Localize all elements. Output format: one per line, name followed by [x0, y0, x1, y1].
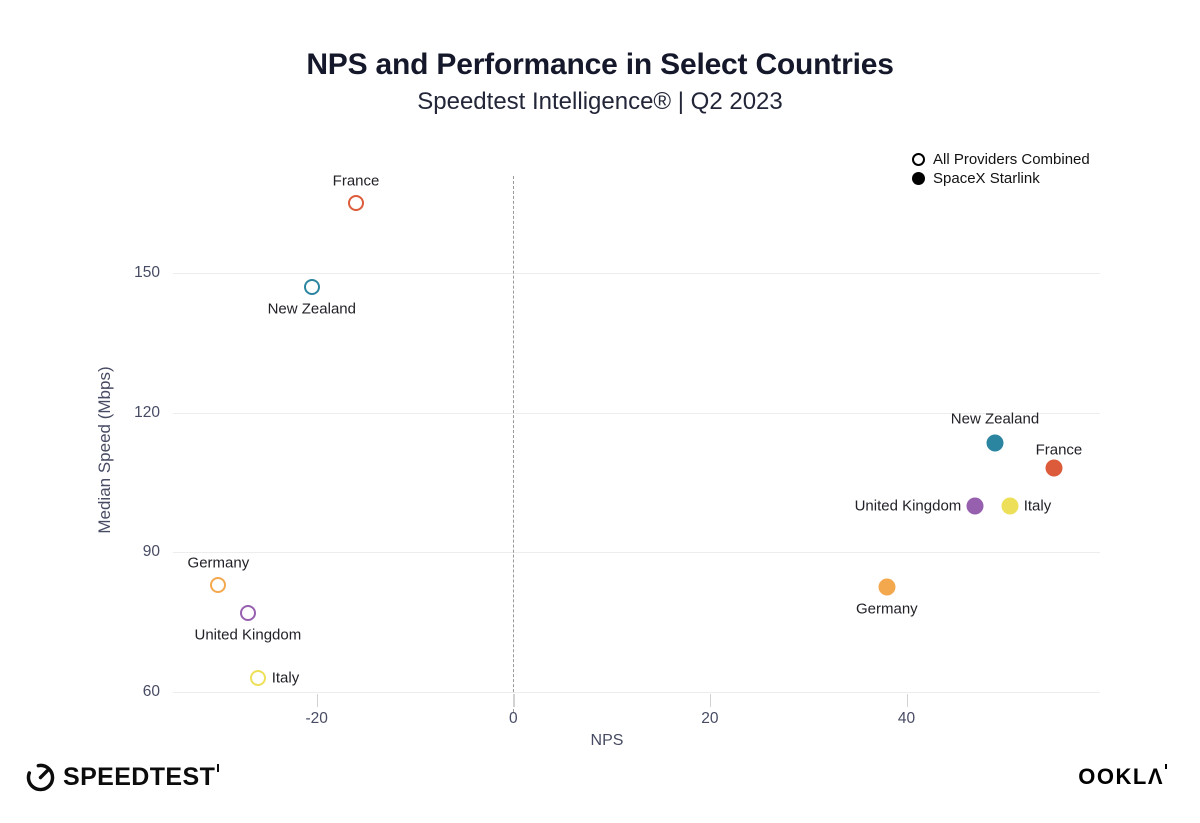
legend: All Providers Combined SpaceX Starlink: [912, 150, 1090, 188]
gauge-icon: [26, 763, 55, 792]
data-point-all-providers-combined-new-zealand[interactable]: [303, 278, 320, 295]
point-label-united-kingdom: United Kingdom: [194, 626, 302, 644]
open-circle-icon: [912, 153, 925, 166]
filled-circle-icon: [912, 172, 925, 185]
legend-item-all-providers: All Providers Combined: [912, 150, 1090, 169]
x-tick-mark-40: [906, 694, 908, 707]
y-tick-label-60: 60: [142, 682, 160, 700]
registered-mark-icon: [1165, 764, 1167, 769]
data-point-spacex-starlink-italy[interactable]: [1001, 497, 1019, 515]
gridline-y-60: [173, 691, 1100, 693]
x-tick-label-0: 0: [508, 710, 518, 727]
y-tick-label-120: 120: [134, 403, 160, 421]
gridline-y-150: [173, 273, 1100, 274]
data-point-all-providers-combined-italy[interactable]: [249, 669, 266, 686]
point-label-new-zealand: New Zealand: [267, 300, 356, 318]
data-point-spacex-starlink-france[interactable]: [1045, 459, 1063, 477]
data-point-spacex-starlink-united-kingdom[interactable]: [966, 497, 984, 515]
point-label-united-kingdom: United Kingdom: [854, 497, 962, 515]
y-tick-label-150: 150: [134, 264, 160, 281]
legend-label: SpaceX Starlink: [933, 170, 1040, 187]
x-tick-label-20: 20: [701, 710, 719, 727]
point-label-france: France: [332, 172, 380, 190]
x-tick-mark-0: [513, 694, 515, 707]
x-tick-mark--20: [316, 694, 319, 707]
gridline-y-90: [173, 552, 1100, 554]
point-label-italy: Italy: [271, 669, 300, 687]
data-point-spacex-starlink-new-zealand[interactable]: [986, 434, 1004, 452]
x-axis-title: NPS: [590, 732, 624, 749]
data-point-all-providers-combined-germany[interactable]: [210, 576, 227, 593]
legend-label: All Providers Combined: [933, 151, 1090, 168]
speedtest-logo: SPEEDTEST: [25, 762, 220, 793]
data-point-all-providers-combined-france[interactable]: [348, 195, 365, 212]
point-label-france: France: [1035, 441, 1083, 459]
gridline-y-120: [173, 412, 1100, 414]
data-point-all-providers-combined-united-kingdom[interactable]: [239, 604, 256, 621]
chart-subtitle: Speedtest Intelligence® | Q2 2023: [417, 88, 783, 115]
x-tick-label--20: -20: [305, 710, 328, 727]
y-tick-label-90: 90: [142, 543, 160, 561]
point-label-new-zealand: New Zealand: [950, 410, 1040, 428]
x-tick-label-40: 40: [897, 710, 916, 727]
point-label-italy: Italy: [1023, 497, 1052, 515]
point-label-germany: Germany: [855, 600, 918, 618]
zero-reference-line: [513, 176, 515, 712]
legend-item-starlink: SpaceX Starlink: [912, 169, 1090, 188]
trademark-icon: [217, 764, 220, 772]
chart-title: NPS and Performance in Select Countries: [306, 48, 894, 81]
point-label-germany: Germany: [187, 554, 250, 572]
speedtest-logo-text: SPEEDTEST: [63, 763, 220, 792]
data-point-spacex-starlink-germany[interactable]: [878, 578, 896, 596]
ookla-logo: OOKLΛ: [1078, 764, 1167, 790]
x-tick-mark-20: [709, 694, 712, 707]
